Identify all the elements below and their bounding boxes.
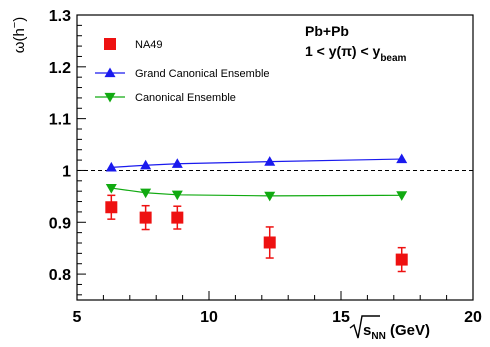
data-point [171, 211, 184, 224]
x-axis-title-main: s [363, 322, 371, 339]
x-tick-label: 15 [332, 309, 350, 326]
model-point [140, 159, 152, 170]
data-point [105, 201, 118, 214]
annotation-line2-sub: beam [380, 53, 406, 64]
series-line [111, 187, 402, 197]
y-axis-title-sup: − [9, 22, 21, 28]
model-point [105, 161, 117, 172]
y-tick-label: 0.9 [49, 215, 71, 232]
axis-ticks: 5 10 15 20 0.8 0.9 1 1.1 1.2 1.3 [49, 8, 482, 326]
model-point [264, 156, 276, 166]
y-axis-title-close: ) [11, 17, 28, 22]
y-tick-label: 1.3 [49, 8, 71, 25]
model-point [171, 190, 183, 201]
x-tick-label: 5 [73, 309, 82, 326]
annotation-line2-main: 1 < y(π) < y [305, 43, 381, 59]
model-point [105, 183, 117, 194]
y-tick-label: 0.8 [49, 267, 71, 284]
x-tick-label: 20 [464, 309, 482, 326]
series-layer [105, 153, 408, 273]
model-point [264, 191, 276, 202]
model-point [171, 158, 183, 168]
annotation-line2: 1 < y(π) < ybeam [305, 43, 407, 64]
y-tick-label: 1.1 [49, 112, 71, 129]
legend-label: Grand Canonical Ensemble [135, 68, 270, 80]
x-axis-title-sub: NN [371, 331, 385, 342]
y-tick-label: 1.2 [49, 60, 71, 77]
legend-marker [104, 67, 116, 78]
legend-label: Canonical Ensemble [135, 92, 236, 104]
legend-marker [104, 38, 116, 50]
legend-label: NA49 [135, 39, 163, 51]
y-axis-title: ω(h−) [9, 17, 28, 54]
x-axis-title: sNN (GeV) [363, 322, 430, 342]
sqrt-sign [349, 315, 380, 339]
model-point [396, 191, 408, 201]
plot-frame [76, 14, 474, 301]
y-tick-label: 1 [62, 163, 71, 180]
x-tick-label: 10 [200, 309, 218, 326]
annotation-line1: Pb+Pb [305, 23, 349, 39]
data-point [263, 236, 276, 249]
legend-marker [104, 92, 116, 103]
x-axis-title-unit: (GeV) [386, 322, 430, 339]
legend: NA49 Grand Canonical Ensemble Canonical En… [95, 38, 270, 104]
y-axis-title-main: ω(h [11, 28, 28, 53]
series-line [111, 158, 402, 168]
model-point [396, 153, 408, 164]
model-point [140, 188, 152, 199]
data-point [139, 211, 152, 224]
data-point [395, 253, 408, 266]
